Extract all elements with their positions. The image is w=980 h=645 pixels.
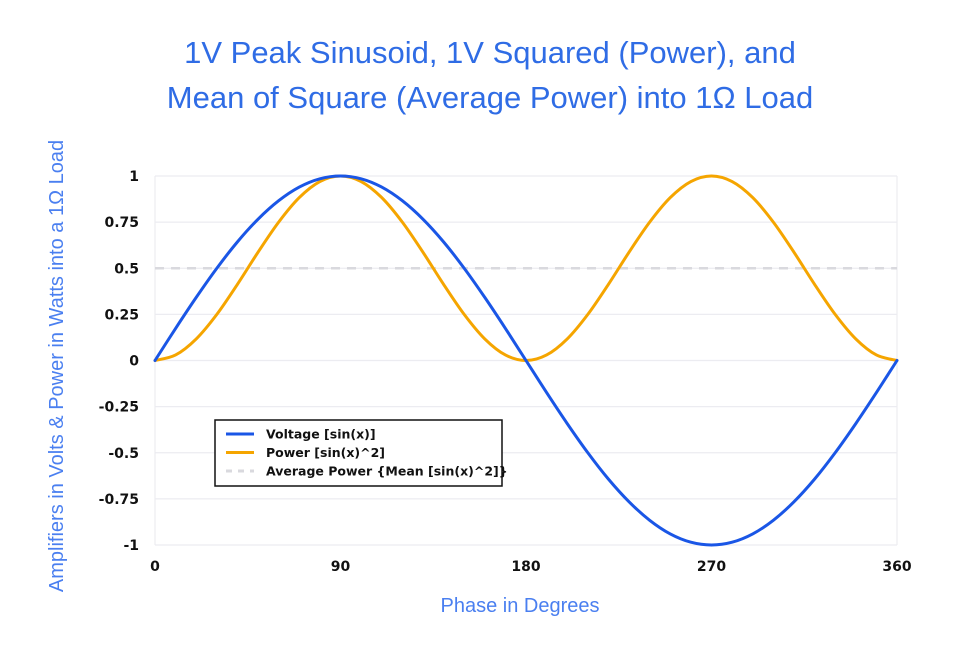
x-tick-label: 90 (331, 559, 351, 575)
legend: Voltage [sin(x)] Power [sin(x)^2] Average … (214, 419, 508, 487)
y-axis-label: Amplifiers in Volts & Power in Watts int… (46, 140, 68, 592)
legend-label: Power [sin(x)^2] (266, 445, 385, 460)
x-tick-label: 270 (697, 559, 726, 575)
y-tick-label: 0.75 (104, 215, 139, 231)
y-tick-label: 0.5 (114, 261, 139, 277)
chart-title-line-2: Mean of Square (Average Power) into 1Ω L… (166, 80, 814, 115)
y-tick-label: 1 (129, 169, 139, 185)
series-line-voltage (153, 174, 899, 547)
y-tick-label: -1 (123, 538, 139, 554)
y-tick-label: 0 (129, 354, 139, 370)
x-axis-label: Phase in Degrees (441, 595, 600, 617)
y-tick-label: -0.25 (99, 400, 139, 416)
x-tick-label: 360 (882, 559, 911, 575)
chart-title-line-1: 1V Peak Sinusoid, 1V Squared (Power), an… (184, 35, 796, 70)
x-tick-label: 0 (150, 559, 160, 575)
x-tick-label: 180 (511, 559, 540, 575)
legend-label: Voltage [sin(x)] (266, 427, 376, 442)
y-tick-label: -0.75 (99, 492, 139, 508)
legend-label: Average Power {Mean [sin(x)^2]} (266, 464, 508, 479)
y-tick-label: -0.5 (108, 446, 139, 462)
y-tick-label: 0.25 (104, 307, 139, 323)
